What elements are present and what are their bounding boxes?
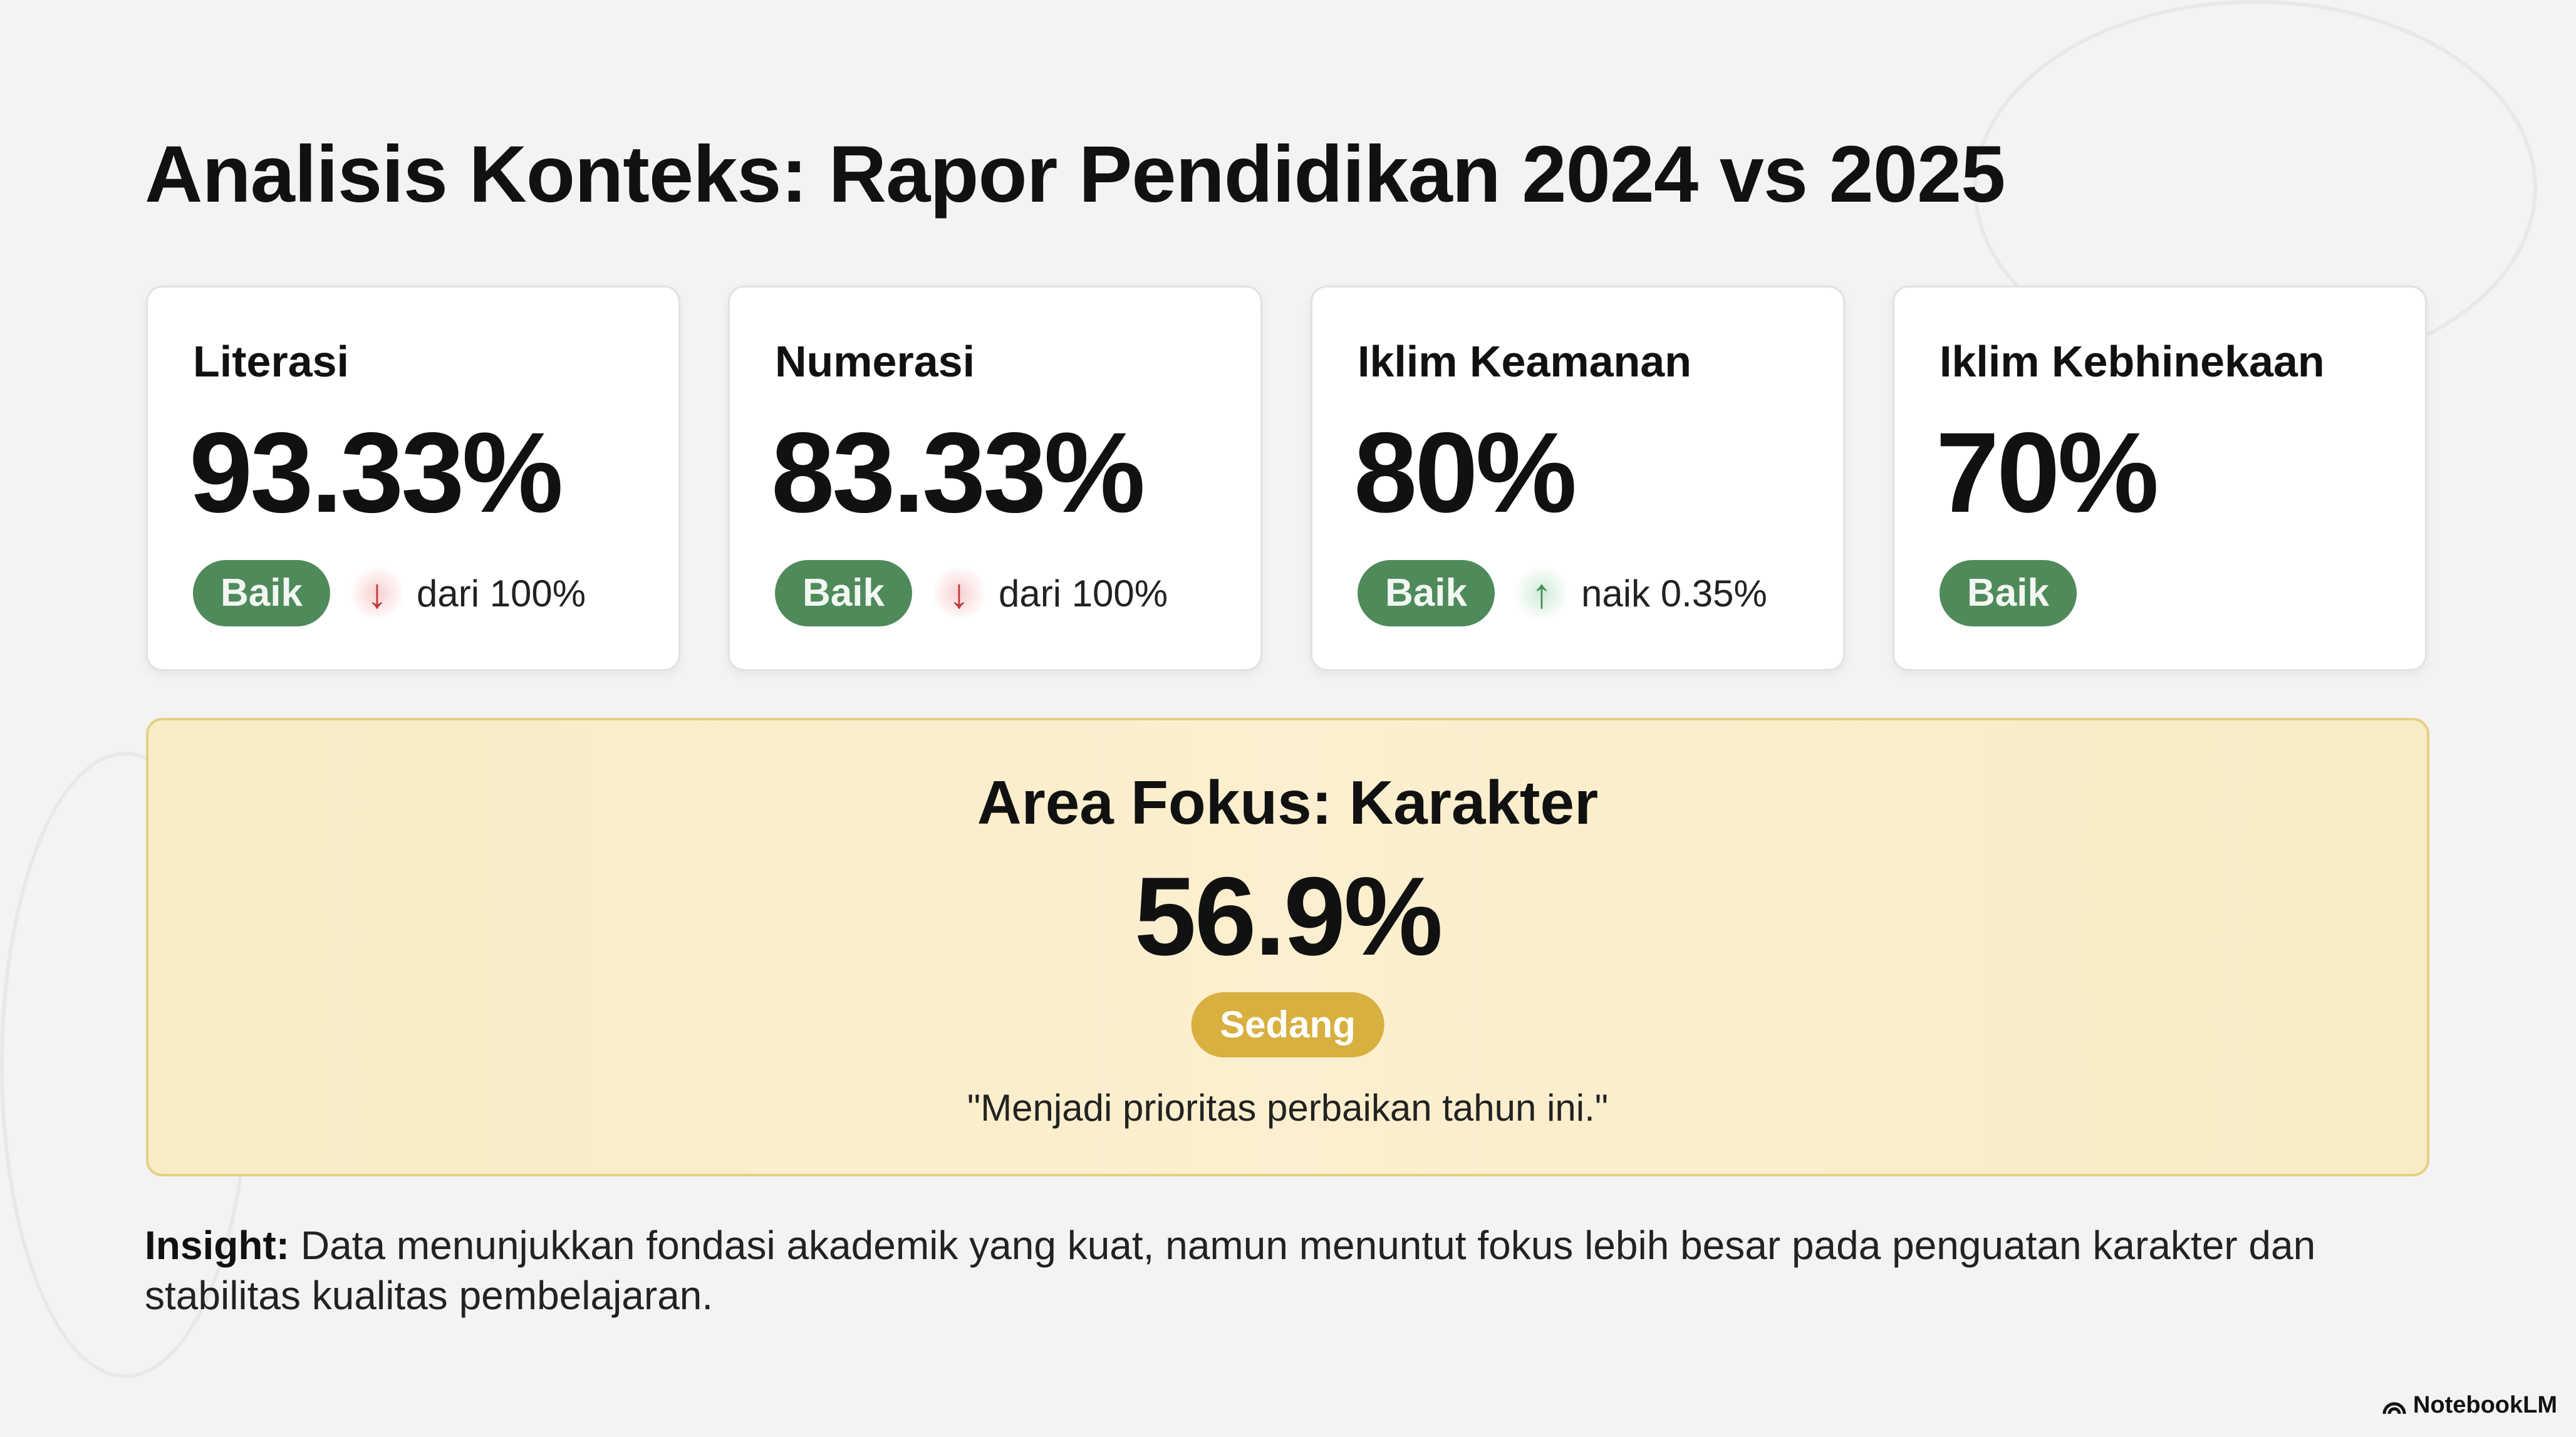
insight-body: Data menunjukkan fondasi akademik yang k… (145, 1223, 2316, 1318)
insight-label: Insight: (145, 1223, 290, 1268)
notebooklm-logo-icon (2382, 1402, 2406, 1414)
focus-quote: "Menjadi prioritas perbaikan tahun ini." (967, 1087, 1609, 1129)
card-label: Iklim Kebhinekaan (1940, 337, 2325, 386)
focus-status-badge: Sedang (1191, 992, 1384, 1057)
card-iklim-kebhinekaan: Iklim Kebhinekaan 70% Baik (1893, 286, 2427, 671)
status-badge: Baik (193, 560, 330, 626)
focus-value: 56.9% (1134, 854, 1443, 978)
card-delta: naik 0.35% (1581, 572, 1767, 615)
insight-text: Insight: Data menunjukkan fondasi akadem… (145, 1220, 2463, 1320)
card-delta: dari 100% (998, 572, 1168, 615)
card-label: Iklim Keamanan (1358, 337, 1691, 386)
card-value: 80% (1354, 408, 1577, 536)
status-badge: Baik (775, 560, 912, 626)
card-label: Numerasi (775, 337, 975, 386)
card-value: 93.33% (189, 408, 563, 536)
arrow-up-icon: ↑ (1513, 565, 1570, 621)
card-literasi: Literasi 93.33% Baik ↓ dari 100% (146, 286, 680, 671)
brand-watermark: NotebookLM (2382, 1392, 2557, 1419)
page-title: Analisis Konteks: Rapor Pendidikan 2024 … (145, 130, 2005, 219)
focus-title: Area Fokus: Karakter (977, 768, 1599, 837)
status-badge: Baik (1940, 560, 2077, 626)
card-value: 70% (1936, 408, 2159, 536)
card-value: 83.33% (771, 408, 1145, 536)
arrow-down-icon: ↓ (930, 565, 987, 621)
brand-name: NotebookLM (2412, 1392, 2557, 1418)
card-iklim-keamanan: Iklim Keamanan 80% Baik ↑ naik 0.35% (1311, 286, 1845, 671)
focus-area-panel: Area Fokus: Karakter 56.9% Sedang "Menja… (146, 718, 2429, 1176)
arrow-down-icon: ↓ (348, 565, 405, 621)
card-delta: dari 100% (416, 572, 586, 615)
card-numerasi: Numerasi 83.33% Baik ↓ dari 100% (728, 286, 1262, 671)
status-badge: Baik (1358, 560, 1495, 626)
card-label: Literasi (193, 337, 349, 386)
